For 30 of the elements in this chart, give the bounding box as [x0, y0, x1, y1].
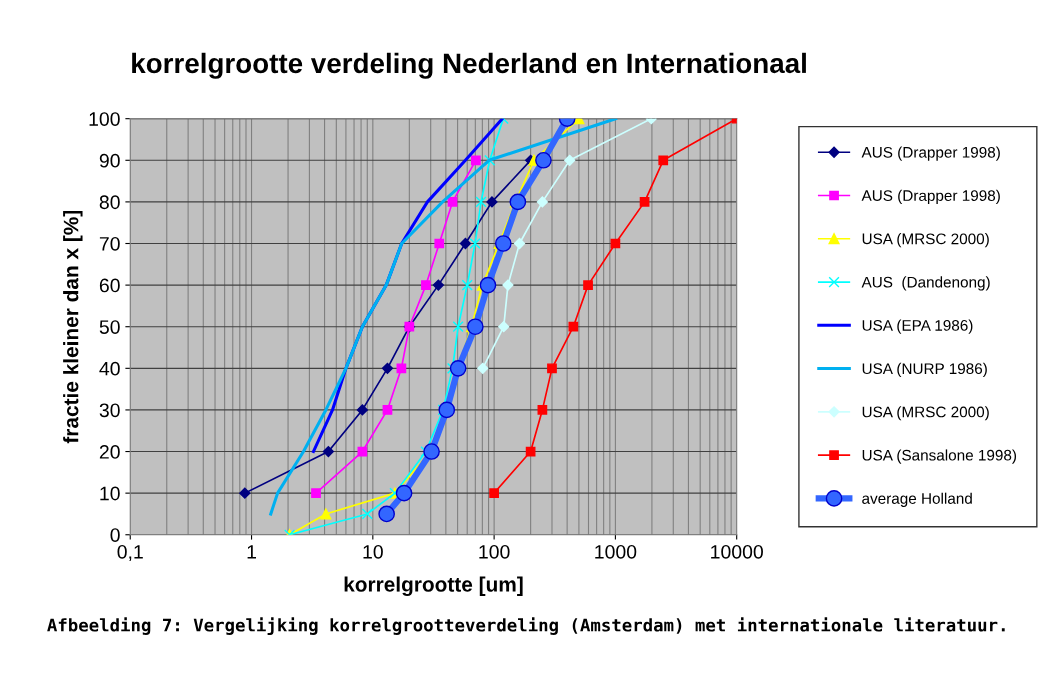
y-tick-label: 60	[99, 278, 120, 293]
y-tick-label: 40	[99, 361, 120, 376]
y-tick-label: 70	[99, 236, 120, 251]
x-tick-label: 100	[479, 544, 510, 559]
x-tick-label: 1000	[595, 544, 637, 559]
legend-label: USA (NURP 1986)	[862, 362, 987, 378]
y-axis-title: fractie kleiner dan x [%]	[63, 210, 83, 444]
legend-label: AUS (Drapper 1998)	[861, 189, 1000, 205]
x-tick-label: 1	[247, 545, 256, 559]
y-tick-label: 0	[110, 528, 120, 542]
y-tick-label: 10	[100, 486, 120, 501]
chart-title: korrelgrootte verdeling Nederland en Internationaal	[132, 52, 806, 79]
y-tick-label: 20	[99, 445, 120, 459]
y-tick-label: 100	[89, 112, 120, 126]
x-axis-title: korrelgrootte [um]	[344, 576, 523, 596]
legend-label: AUS (Dandenong)	[861, 276, 990, 291]
text: Afbeelding 7: Vergelijking korrelgrootteverdeling (Amsterdam) met internationale literatuur.	[47, 617, 1005, 635]
x-tick-label: 0,1	[117, 544, 143, 562]
y-tick-label: 50	[99, 320, 120, 334]
y-tick-label: 90	[99, 153, 120, 168]
legend-label: USA (MRSC 2000)	[862, 233, 989, 248]
x-tick-label: 10000	[711, 544, 763, 559]
x-tick-label: 10	[363, 544, 383, 559]
legend-label: USA (EPA 1986)	[862, 319, 973, 334]
y-tick-label: 30	[99, 403, 120, 418]
legend-label: USA (Sansalone 1998)	[862, 449, 1017, 464]
y-tick-label: 80	[99, 195, 120, 210]
legend-label: average Holland	[862, 492, 972, 507]
legend-label: AUS (Drapper 1998)	[861, 146, 1000, 161]
legend-label: USA (MRSC 2000)	[862, 406, 989, 421]
